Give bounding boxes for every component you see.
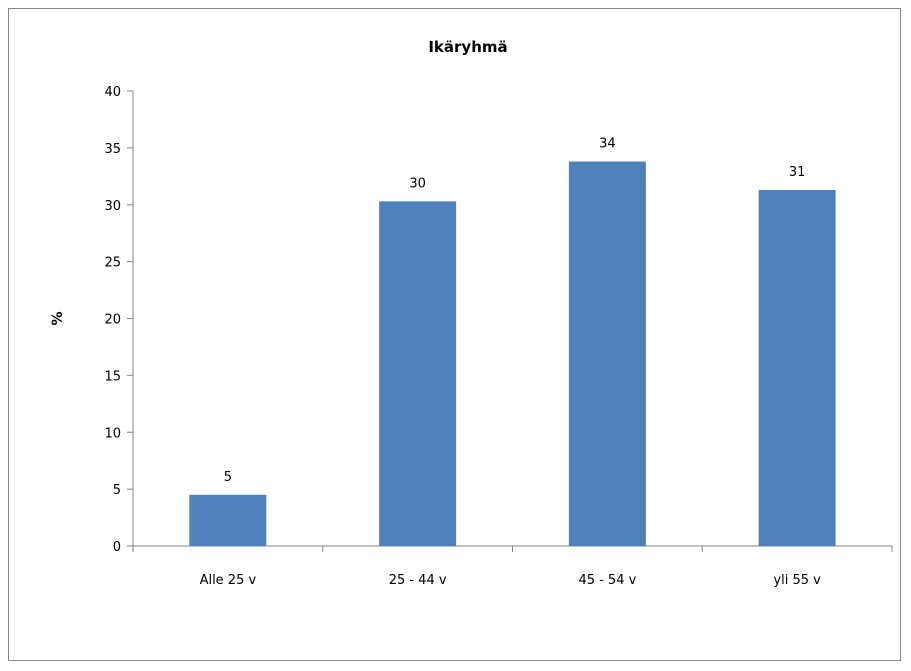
y-tick-label: 25: [104, 256, 121, 271]
data-label: 30: [409, 176, 426, 191]
y-tick-label: 0: [113, 540, 121, 555]
y-tick-label: 30: [104, 199, 121, 214]
y-tick-label: 35: [104, 142, 121, 157]
plot-area: 0 5 10 15 20 25 30 35 40 5 Alle 25 v 30 25 - 44 v 34 4…: [104, 85, 893, 588]
x-tick-label: yli 55 v: [773, 573, 821, 588]
y-tick-label: 40: [104, 85, 121, 100]
x-tick-label: Alle 25 v: [200, 573, 257, 588]
y-tick-label: 20: [104, 313, 121, 328]
bar: [758, 189, 836, 546]
x-tick-label: 25 - 44 v: [389, 573, 447, 588]
data-label: 31: [789, 165, 806, 180]
chart-title: Ikäryhmä: [428, 38, 507, 56]
x-tick-label: 45 - 54 v: [578, 573, 636, 588]
data-label: 5: [224, 470, 232, 485]
y-tick-label: 10: [104, 426, 121, 441]
bar: [189, 494, 267, 546]
y-axis-label: %: [50, 311, 66, 325]
data-label: 34: [599, 137, 616, 152]
bar: [568, 161, 646, 546]
y-tick-label: 15: [104, 369, 121, 384]
bar: [379, 201, 457, 546]
y-tick-label: 5: [113, 483, 121, 498]
